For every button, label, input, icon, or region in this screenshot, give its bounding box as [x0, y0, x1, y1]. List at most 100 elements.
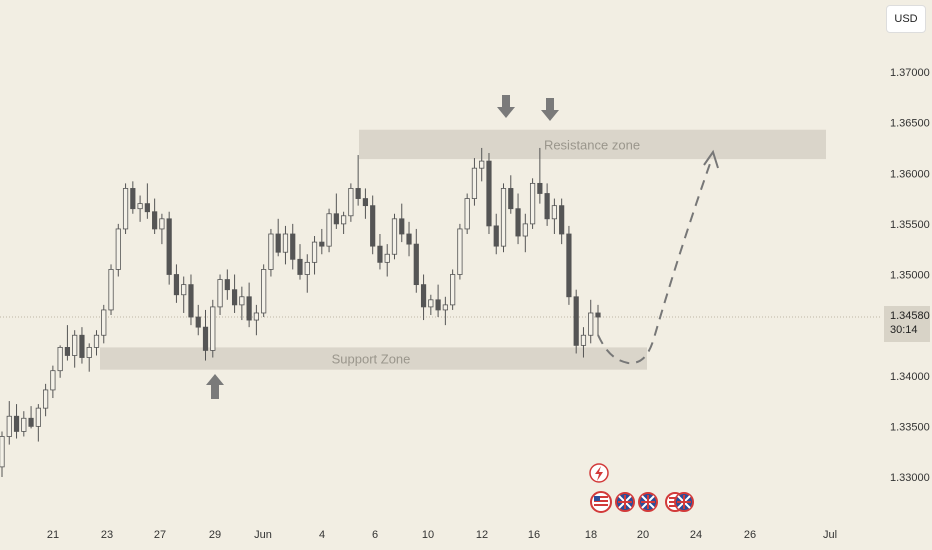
candle — [261, 264, 267, 318]
candle — [86, 343, 92, 372]
candle — [341, 211, 347, 234]
x-tick-label: 10 — [422, 529, 434, 541]
candle — [370, 195, 376, 255]
candle — [559, 198, 565, 245]
candle — [115, 223, 121, 277]
x-tick-label: 29 — [209, 529, 221, 541]
candle — [406, 221, 412, 257]
candle — [282, 225, 289, 265]
x-tick-label: 26 — [744, 529, 756, 541]
x-tick-label: 6 — [372, 529, 378, 541]
candle — [304, 254, 310, 293]
candle — [355, 155, 361, 206]
candle — [224, 269, 230, 300]
candle — [57, 345, 63, 378]
x-tick-label: 12 — [476, 529, 488, 541]
y-tick-label: 1.36500 — [890, 118, 930, 130]
candles-layer — [0, 147, 601, 477]
candle — [442, 296, 448, 326]
x-tick-label: Jul — [823, 529, 837, 541]
candle — [101, 304, 107, 344]
candle — [137, 195, 143, 222]
zones-layer: Resistance zone Support Zone — [100, 129, 826, 370]
candle — [450, 269, 456, 310]
x-tick-label: 24 — [690, 529, 702, 541]
currency-button[interactable]: USD — [886, 5, 926, 33]
y-tick-label: 1.33000 — [890, 472, 930, 484]
candle — [72, 330, 78, 368]
candle — [122, 183, 129, 234]
down-arrow-icon — [497, 95, 515, 118]
candle — [319, 228, 325, 255]
uk-flag-event-icon[interactable] — [674, 492, 694, 512]
candle — [231, 274, 238, 313]
candle — [28, 406, 34, 429]
candle — [391, 213, 398, 260]
y-tick-label: 1.34000 — [890, 371, 930, 383]
projection-path — [597, 157, 713, 365]
candle — [217, 274, 223, 315]
x-tick-label: 23 — [101, 529, 113, 541]
bar-countdown: 30:14 — [890, 324, 918, 336]
candle — [348, 183, 354, 222]
candle — [326, 208, 332, 253]
x-tick-label: Jun — [254, 529, 272, 541]
y-axis[interactable]: 1.37000 1.36500 1.36000 1.35500 1.35000 1.340… — [890, 67, 930, 484]
up-arrow-icon — [206, 374, 224, 399]
y-tick-label: 1.33500 — [890, 421, 930, 433]
candle — [420, 274, 427, 321]
candle — [0, 431, 5, 477]
candle — [471, 158, 478, 206]
candle — [333, 193, 339, 229]
candle — [246, 282, 252, 328]
candle — [508, 175, 514, 214]
candle — [239, 286, 245, 321]
x-tick-label: 21 — [47, 529, 59, 541]
candle — [43, 383, 49, 417]
candle — [566, 225, 572, 305]
candle — [493, 213, 499, 255]
lightning-event-icon[interactable] — [589, 463, 609, 483]
candle — [93, 330, 100, 356]
candle — [21, 411, 27, 437]
candle — [428, 294, 434, 315]
zone-box[interactable] — [359, 129, 826, 160]
candle — [573, 289, 579, 354]
candle — [64, 325, 71, 361]
uk-flag-event-icon[interactable] — [638, 492, 658, 512]
candle — [522, 213, 528, 253]
candle — [166, 211, 172, 285]
candle — [173, 264, 180, 303]
candle — [35, 404, 41, 442]
x-tick-label: 16 — [528, 529, 540, 541]
candle — [500, 183, 507, 253]
candle — [159, 213, 165, 245]
candle — [202, 309, 209, 361]
projection-arrow-head — [703, 149, 719, 169]
candle — [479, 147, 485, 182]
candle — [537, 147, 543, 204]
candle — [588, 299, 594, 344]
x-tick-label: 20 — [637, 529, 649, 541]
zone-box[interactable] — [100, 347, 647, 370]
candle — [544, 183, 550, 226]
candle — [464, 193, 470, 234]
events-row[interactable] — [589, 463, 694, 513]
candle — [210, 299, 216, 358]
y-tick-label: 1.35500 — [890, 219, 930, 231]
candle — [181, 276, 187, 313]
candle — [399, 203, 405, 243]
us-flag-event-icon[interactable] — [590, 491, 612, 513]
candle — [384, 244, 390, 277]
uk-flag-event-icon[interactable] — [615, 492, 635, 512]
candle — [130, 181, 136, 214]
x-tick-label: 4 — [319, 529, 325, 541]
zone-label: Support Zone — [332, 352, 411, 367]
candle — [50, 365, 56, 399]
x-axis[interactable]: 21 23 27 29 Jun 4 6 10 12 16 18 20 24 26 Jul — [47, 529, 837, 541]
candle — [290, 223, 296, 270]
x-tick-label: 27 — [154, 529, 166, 541]
candle — [297, 244, 303, 280]
